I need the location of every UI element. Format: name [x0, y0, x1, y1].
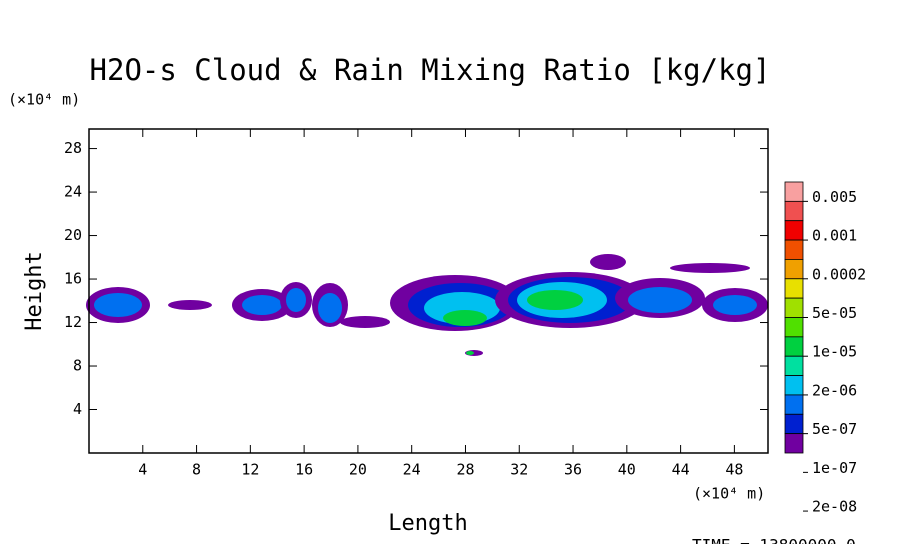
colorbar-swatch: [784, 355, 804, 376]
cloud-region: [286, 288, 306, 312]
y-unit: (×10⁴ m): [8, 91, 80, 109]
x-tick-label: 36: [564, 461, 582, 479]
colorbar-label: 2e-08: [812, 498, 857, 516]
cloud-region: [318, 293, 342, 323]
colorbar-label: 0.005: [812, 188, 857, 206]
colorbar-swatch: [784, 259, 804, 280]
x-unit: (×10⁴ m): [693, 485, 765, 503]
x-tick-label: 40: [618, 461, 636, 479]
cloud-region: [466, 351, 474, 355]
y-tick-label: 12: [64, 313, 82, 331]
colorbar-swatch: [784, 220, 804, 241]
colorbar-label: 0.0002: [812, 265, 866, 283]
x-tick-label: 8: [192, 461, 201, 479]
cloud-region: [242, 295, 282, 315]
cloud-region: [527, 290, 583, 310]
colorbar-label: 5e-05: [812, 304, 857, 322]
y-tick-label: 20: [64, 226, 82, 244]
colorbar-swatch: [784, 278, 804, 299]
y-tick-label: 16: [64, 270, 82, 288]
colorbar-swatch: [784, 297, 804, 318]
cloud-region: [340, 316, 390, 328]
x-tick-label: 20: [349, 461, 367, 479]
colorbar-label: 1e-07: [812, 459, 857, 477]
colorbar-swatch: [784, 336, 804, 357]
cloud-region: [713, 295, 757, 315]
x-tick-label: 24: [403, 461, 421, 479]
colorbar-swatch: [784, 200, 804, 222]
colorbar-label: 0.001: [812, 227, 857, 245]
cloud-region: [94, 293, 142, 317]
y-tick-label: 28: [64, 139, 82, 157]
colorbar-swatch: [784, 375, 804, 396]
x-tick-label: 44: [672, 461, 690, 479]
colorbar-swatch: [784, 413, 804, 435]
y-tick-label: 24: [64, 183, 82, 201]
cloud-field: [86, 254, 768, 356]
x-tick-label: 48: [725, 461, 743, 479]
colorbar-swatch: [784, 433, 804, 454]
x-tick-label: 28: [456, 461, 474, 479]
cloud-region: [590, 254, 626, 270]
colorbar-swatch: [784, 181, 804, 202]
colorbar-swatch: [784, 394, 804, 415]
time-label: TIME = 13800000.0: [692, 536, 856, 544]
x-tick-label: 4: [138, 461, 147, 479]
plot-frame: [88, 128, 769, 454]
x-axis-label: Length: [388, 511, 467, 536]
cloud-region: [628, 287, 692, 313]
cloud-region: [443, 310, 487, 326]
colorbar-label: 5e-07: [812, 420, 857, 438]
y-tick-label: 8: [73, 357, 82, 375]
colorbar-swatch: [784, 239, 804, 260]
y-tick-label: 4: [73, 400, 82, 418]
cloud-region: [670, 263, 750, 273]
x-tick-label: 32: [510, 461, 528, 479]
chart-title: H2O-s Cloud & Rain Mixing Ratio [kg/kg]: [90, 53, 771, 87]
colorbar-label: 2e-06: [812, 381, 857, 399]
cloud-region: [168, 300, 212, 310]
x-tick-label: 12: [241, 461, 259, 479]
x-tick-label: 16: [295, 461, 313, 479]
colorbar-swatch: [784, 317, 804, 338]
colorbar-label: 1e-05: [812, 343, 857, 361]
y-axis-label: Height: [22, 251, 47, 330]
